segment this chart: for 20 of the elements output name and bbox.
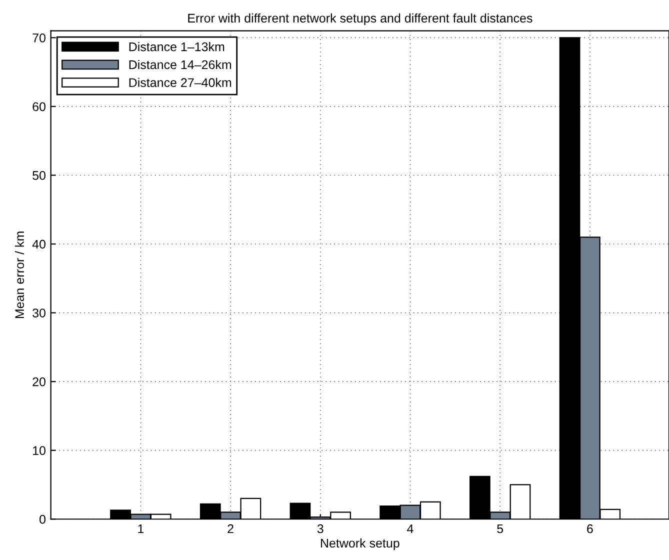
x-tick-label: 3 [317, 524, 324, 534]
x-tick-label: 4 [407, 524, 414, 534]
y-axis-title: Mean error / km [14, 232, 24, 318]
x-tick-label: 5 [497, 524, 504, 534]
y-tick-label: 70 [32, 33, 46, 42]
y-tick-label: 20 [32, 377, 46, 386]
legend-label: Distance 1–13km [129, 42, 224, 52]
legend-label: Distance 27–40km [129, 78, 232, 88]
y-tick-label: 50 [32, 171, 46, 180]
y-tick-label: 10 [33, 446, 46, 455]
y-tick-label: 40 [32, 240, 46, 249]
y-tick-label: 60 [32, 102, 46, 112]
legend-label: Distance 14–26km [129, 60, 232, 70]
x-tick-label: 2 [228, 524, 234, 534]
x-axis-title: Network setup [321, 538, 400, 550]
chart-title: Error with different network setups and different fault distances [188, 13, 532, 26]
x-tick-label: 1 [138, 524, 144, 534]
y-tick-label: 30 [32, 308, 46, 318]
y-tick-label: 0 [40, 514, 46, 524]
x-tick-label: 6 [587, 524, 593, 534]
